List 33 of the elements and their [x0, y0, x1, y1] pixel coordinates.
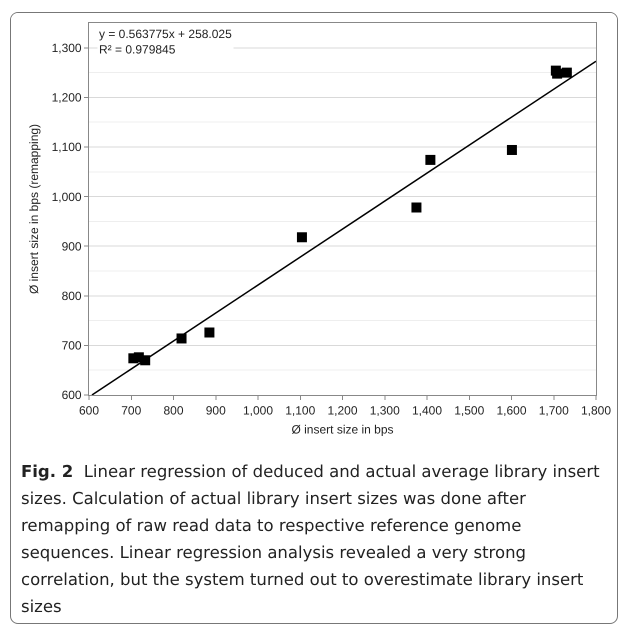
x-tick-label: 1,500	[454, 403, 485, 418]
x-tick-label: 1,400	[412, 403, 442, 418]
y-tick-label: 600	[62, 388, 82, 402]
point	[506, 144, 517, 155]
annotation: y = 0.563775x + 258.025	[99, 27, 232, 41]
y-tick-label: 1,300	[52, 41, 82, 55]
x-tick-label: 1,800	[580, 403, 612, 418]
caption: Fig. 2	[21, 462, 74, 481]
x-tick-label: 900	[206, 403, 226, 418]
y-tick-label: 900	[62, 239, 82, 254]
x-tick-label: 1,100	[285, 403, 316, 418]
point	[204, 328, 214, 338]
y-tick-label: 1,000	[52, 190, 82, 204]
point	[562, 68, 572, 78]
x-tick-label: 1,600	[496, 403, 527, 418]
annotation: R² = 0.979845	[99, 42, 176, 57]
point	[552, 68, 562, 79]
x-tick-label: 700	[121, 403, 142, 418]
y-axis-title: Ø insert size in bps (remapping)	[26, 124, 41, 294]
x-tick-label: 1,700	[538, 403, 570, 418]
x-tick-label: 1,300	[370, 403, 400, 418]
y-tick-label: 800	[62, 289, 82, 303]
x-tick-label: 1,200	[327, 403, 358, 418]
x-tick-label: 600	[78, 403, 100, 418]
y-tick-label: 700	[62, 338, 82, 353]
x-tick-label: 800	[163, 403, 184, 418]
x-tick-label: 1,000	[242, 403, 274, 418]
x-axis-title: Ø insert size in bps	[291, 422, 394, 436]
point	[425, 154, 436, 165]
y-tick-label: 1,100	[52, 140, 82, 154]
point	[296, 232, 307, 242]
y-tick-label: 1,200	[52, 90, 82, 105]
point	[411, 202, 422, 213]
